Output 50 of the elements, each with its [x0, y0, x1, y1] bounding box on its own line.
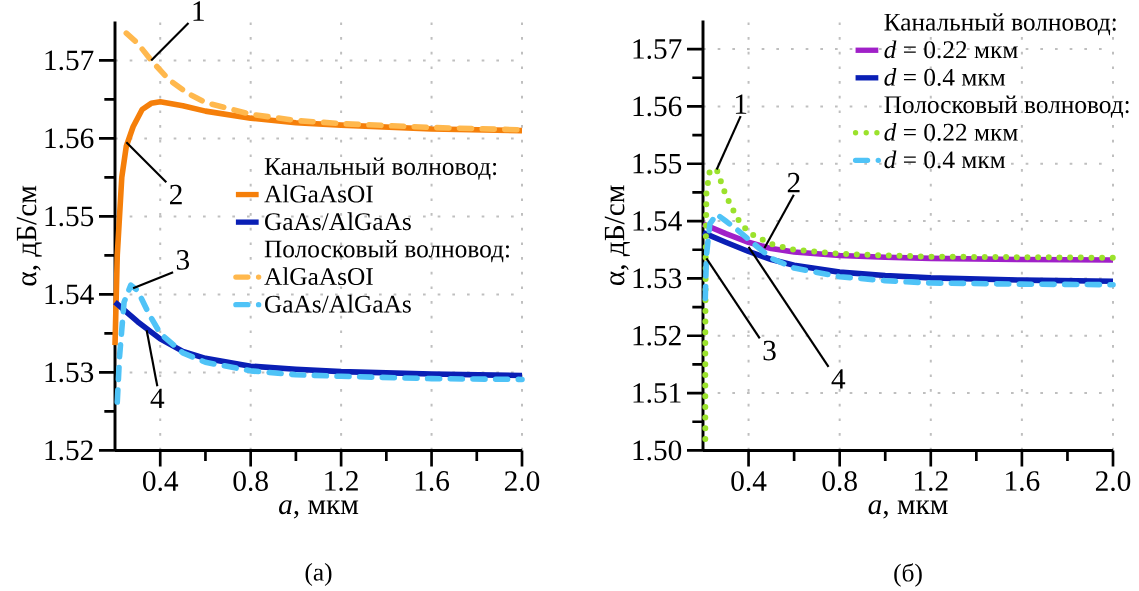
x-tick-label: 0.4 — [143, 471, 179, 491]
y-tick-label: 1.54 — [45, 284, 94, 305]
annotation: 1 — [735, 94, 747, 114]
annotation: 4 — [150, 388, 165, 408]
annotation: 3 — [176, 249, 190, 270]
y-axis-title: α, дБ/см — [16, 185, 42, 286]
y-tick-label: 1.54 — [633, 211, 682, 231]
legend-label: d = 0.4 мкм — [884, 150, 1006, 169]
x-tick-label: 2.0 — [504, 471, 540, 491]
legend-label: AlGaAsOI — [264, 267, 373, 285]
x-tick-label: 1.6 — [1006, 471, 1040, 491]
y-axis-title: α, дБ/см — [604, 185, 630, 285]
y-tick-label: 1.53 — [45, 362, 94, 383]
annotation: 2 — [787, 172, 800, 193]
legend-label: GaAs/AlGaAs — [265, 212, 411, 231]
y-tick-label: 1.52 — [633, 325, 681, 346]
x-tick-label: 0.8 — [233, 471, 268, 491]
y-tick-label: 1.56 — [633, 96, 682, 117]
annotation: 4 — [831, 369, 846, 389]
x-tick-label: 1.2 — [325, 471, 358, 491]
x-tick-label: 0.8 — [822, 471, 857, 491]
annotation: 2 — [170, 184, 182, 205]
annotation: Канальный волновод: — [264, 157, 497, 180]
x-tick-label: 1.6 — [415, 471, 450, 491]
text: (б) — [894, 563, 922, 587]
y-tick-label: 1.52 — [45, 440, 93, 461]
legend-label: d = 0.4 мкм — [884, 67, 1006, 86]
annotation: Канальный волновод: — [884, 13, 1116, 36]
y-tick-label: 1.57 — [633, 39, 682, 59]
y-tick-label: 1.55 — [633, 153, 682, 174]
annotation: 1 — [193, 1, 204, 21]
y-tick-label: 1.50 — [633, 440, 682, 461]
annotation: Полосковый волновод: — [264, 239, 509, 263]
legend-label: GaAs/AlGaAs — [265, 294, 411, 313]
x-axis-title: a, мкм — [279, 500, 359, 519]
annotation: Полосковый волновод: — [884, 95, 1129, 118]
annotation: 3 — [763, 340, 776, 361]
x-tick-label: 1.2 — [915, 471, 948, 491]
legend-label: AlGaAsOI — [264, 184, 373, 203]
y-tick-label: 1.55 — [45, 206, 94, 227]
x-tick-label: 2.0 — [1095, 471, 1131, 491]
x-tick-label: 0.4 — [731, 471, 767, 491]
y-tick-label: 1.53 — [633, 268, 682, 289]
x-axis-title: a, мкм — [868, 500, 948, 519]
text: (а) — [305, 562, 332, 586]
y-tick-label: 1.56 — [45, 128, 94, 149]
legend-label: d = 0.22 мкм — [884, 122, 1018, 141]
legend-label: d = 0.22 мкм — [884, 40, 1018, 59]
y-tick-label: 1.57 — [45, 50, 94, 71]
y-tick-label: 1.51 — [633, 383, 681, 403]
